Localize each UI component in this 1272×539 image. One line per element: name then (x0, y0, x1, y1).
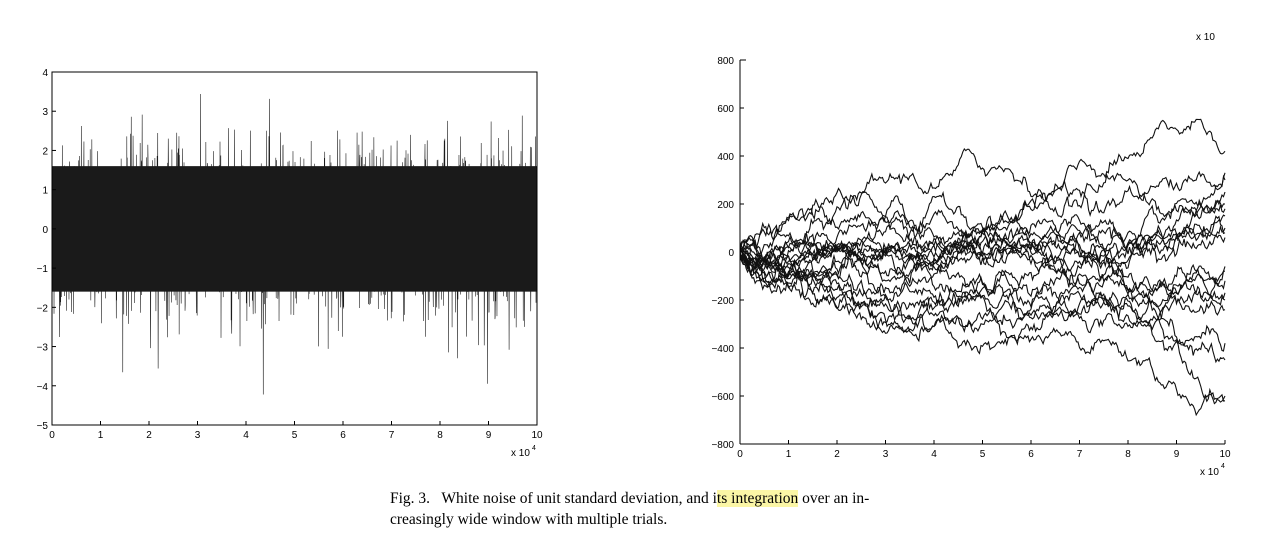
trial-line (739, 256, 1226, 417)
noise-series (51, 94, 538, 395)
noise-core (52, 166, 537, 292)
y-tick-label: 0 (42, 225, 48, 236)
trial-line (739, 252, 1226, 403)
x-tick-label: 6 (340, 430, 346, 441)
y-tick-label: −200 (711, 296, 734, 307)
figure-caption: Fig. 3. White noise of unit standard dev… (390, 488, 920, 530)
y-tick-label: 3 (42, 107, 48, 118)
x-tick-label: 3 (195, 430, 201, 441)
y-tick-label: −400 (711, 344, 734, 355)
y-tick-label: 800 (717, 56, 734, 67)
x-tick-label: 4 (931, 449, 937, 460)
x-tick-label: 6 (1028, 449, 1034, 460)
x-tick-label: 3 (883, 449, 889, 460)
trial-line (739, 214, 1226, 277)
caption-text-after: over an in-creasingly wide window with m… (390, 490, 870, 528)
y-tick-label: −4 (37, 382, 49, 393)
x-tick-label: 5 (980, 449, 986, 460)
right-x-multiplier: x 10 (1200, 467, 1219, 478)
x-tick-label: 10 (531, 430, 543, 441)
x-tick-label: 9 (1174, 449, 1180, 460)
caption-text-before: White noise of unit standard deviation, … (441, 490, 717, 507)
left-x-multiplier-exp: 4 (532, 445, 536, 452)
trial-line (739, 252, 1226, 334)
x-tick-label: 8 (437, 430, 443, 441)
x-tick-label: 10 (1219, 449, 1231, 460)
y-tick-label: 0 (728, 248, 734, 259)
y-tick-label: −600 (711, 392, 734, 403)
x-tick-label: 5 (292, 430, 298, 441)
trial-line (739, 231, 1226, 303)
x-tick-label: 1 (98, 430, 104, 441)
right-x-multiplier-exp: 4 (1221, 463, 1225, 470)
right-top-cut-label: x 10 (1196, 32, 1215, 43)
y-tick-label: −1 (37, 264, 49, 275)
left-x-multiplier: x 10 (511, 448, 530, 459)
x-tick-label: 7 (1077, 449, 1083, 460)
trial-line (739, 220, 1226, 306)
trial-line (739, 241, 1226, 321)
right-axis: 0 1 2 3 4 5 6 7 8 9 10 800 600 400 200 0 −200 −400 −600 −80… (711, 56, 1231, 460)
y-tick-label: −2 (37, 303, 49, 314)
caption-highlight: ts integration (716, 490, 799, 507)
y-tick-label: −800 (711, 440, 734, 451)
x-tick-label: 1 (786, 449, 792, 460)
x-tick-label: 2 (146, 430, 152, 441)
trial-line (739, 246, 1226, 334)
x-tick-label: 8 (1125, 449, 1131, 460)
y-tick-label: 400 (717, 152, 734, 163)
x-tick-label: 9 (486, 430, 492, 441)
y-tick-label: −5 (37, 421, 49, 432)
y-tick-label: 1 (42, 186, 48, 197)
trial-line (739, 191, 1226, 270)
y-tick-label: 4 (42, 68, 48, 79)
trial-series (739, 118, 1226, 417)
trial-line (739, 233, 1226, 364)
x-tick-label: 7 (389, 430, 395, 441)
y-tick-label: −3 (37, 343, 49, 354)
x-tick-label: 4 (243, 430, 249, 441)
x-tick-label: 0 (737, 449, 743, 460)
y-tick-label: 2 (42, 146, 48, 157)
x-tick-label: 2 (834, 449, 840, 460)
trial-line (739, 214, 1226, 278)
trial-line (739, 170, 1226, 284)
integration-trials-chart: x 10 0 1 2 3 4 5 6 7 8 9 10 800 600 400 200 0 −200 −400 −6… (711, 32, 1231, 478)
caption-fig-label: Fig. 3. (390, 490, 431, 507)
x-tick-label: 0 (49, 430, 55, 441)
y-tick-label: 600 (717, 104, 734, 115)
y-tick-label: 200 (717, 200, 734, 211)
